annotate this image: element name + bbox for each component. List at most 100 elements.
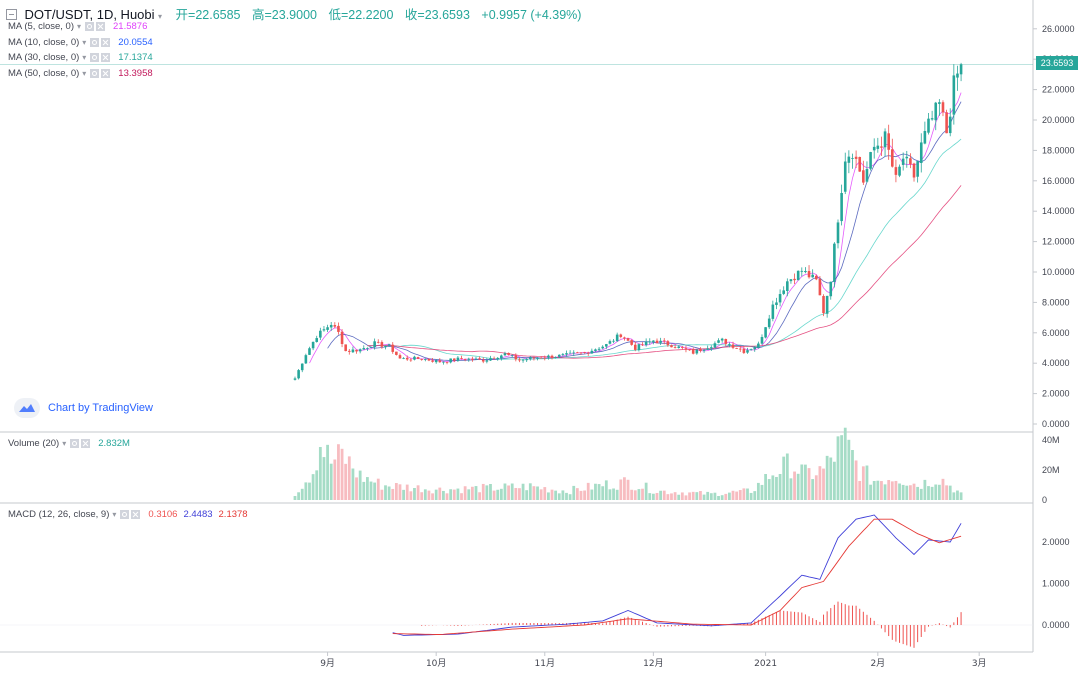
symbol-title[interactable]: DOT/USDT, 1D, Huobi xyxy=(24,7,155,22)
settings-icon[interactable] xyxy=(120,510,130,519)
volume-bar xyxy=(518,488,521,500)
volume-bar xyxy=(427,490,431,500)
volume-bar xyxy=(315,470,319,500)
macd-tick-label: 0.0000 xyxy=(1042,620,1070,630)
volume-bar xyxy=(948,485,952,500)
volume-bar xyxy=(930,486,934,500)
candle-body xyxy=(706,348,709,350)
chevron-down-icon[interactable]: ▾ xyxy=(82,68,87,78)
volume-bar xyxy=(416,485,420,500)
volume-bar xyxy=(858,480,862,500)
volume-bar xyxy=(630,489,634,500)
tradingview-branding[interactable]: Chart by TradingView xyxy=(14,398,153,418)
volume-bar xyxy=(561,490,565,500)
signal-line xyxy=(392,518,962,635)
volume-bar xyxy=(937,484,941,500)
chevron-down-icon[interactable]: ▾ xyxy=(112,510,117,519)
candle-body xyxy=(300,363,304,371)
candle-body xyxy=(778,294,782,303)
candle-body xyxy=(836,222,840,244)
candle-body xyxy=(771,304,775,319)
macd-legend: MACD (12, 26, close, 9) ▾ 0.3106 2.4483 … xyxy=(8,509,248,520)
chart-header: DOT/USDT, 1D, Huobi ▾ 开=22.6585 高=23.900… xyxy=(6,4,589,23)
close-icon[interactable] xyxy=(81,439,91,448)
volume-bar xyxy=(731,490,735,500)
candle-body xyxy=(449,358,452,363)
volume-bar xyxy=(539,489,543,500)
ma-label: MA (10, close, 0) xyxy=(8,36,80,48)
volume-bar xyxy=(322,457,326,500)
candle-body xyxy=(775,302,778,306)
volume-bar xyxy=(329,463,333,500)
close-icon[interactable] xyxy=(101,68,111,78)
candle-body xyxy=(851,158,854,159)
candle-body xyxy=(662,340,666,342)
settings-icon[interactable] xyxy=(90,53,100,62)
macd-tick-label: 2.0000 xyxy=(1042,537,1070,547)
volume-bar xyxy=(720,495,724,500)
price-tick-label: 0.0000 xyxy=(1042,419,1070,429)
candle-body xyxy=(373,341,376,348)
settings-icon[interactable] xyxy=(85,22,95,31)
volume-bar xyxy=(373,482,377,500)
volume-bar xyxy=(499,488,503,500)
candle-body xyxy=(938,102,941,104)
volume-bar xyxy=(695,492,699,500)
candle-body xyxy=(934,102,938,121)
volume-bar xyxy=(756,482,760,500)
volume-bar xyxy=(677,494,681,500)
macd-signal-value: 2.1378 xyxy=(218,509,248,520)
volume-bar xyxy=(789,478,793,500)
volume-bar xyxy=(550,489,554,500)
close-icon[interactable] xyxy=(96,22,106,31)
volume-bar xyxy=(387,486,391,500)
candle-body xyxy=(507,352,510,355)
volume-bar xyxy=(760,484,764,500)
candle-body xyxy=(626,338,630,341)
candle-body xyxy=(489,358,492,361)
close-icon[interactable] xyxy=(101,53,111,62)
volume-bar xyxy=(344,463,348,500)
time-tick-label: 9月 xyxy=(320,658,335,669)
volume-bar xyxy=(655,492,659,500)
close-icon[interactable] xyxy=(101,37,111,47)
volume-bar xyxy=(952,492,956,500)
chevron-down-icon[interactable]: ▾ xyxy=(158,12,163,21)
candle-body xyxy=(843,161,847,192)
volume-bar xyxy=(890,481,894,500)
chevron-down-icon[interactable]: ▾ xyxy=(77,22,82,31)
candle-body xyxy=(333,325,337,327)
volume-bar xyxy=(832,461,836,500)
volume-bar xyxy=(880,481,883,500)
candle-body xyxy=(529,357,532,360)
candle-body xyxy=(789,279,793,282)
candle-body xyxy=(550,355,554,358)
close-icon[interactable] xyxy=(131,510,141,519)
settings-icon[interactable] xyxy=(90,37,100,47)
settings-icon[interactable] xyxy=(90,68,100,78)
volume-bar xyxy=(543,487,547,500)
candle-body xyxy=(630,340,633,345)
chevron-down-icon[interactable]: ▾ xyxy=(62,439,67,448)
volume-tick-label: 0 xyxy=(1042,495,1047,505)
settings-icon[interactable] xyxy=(70,439,80,448)
price-tick-label: 12.0000 xyxy=(1042,237,1075,247)
price-tick-label: 2.0000 xyxy=(1042,389,1070,399)
volume-bar xyxy=(489,484,492,500)
volume-bar xyxy=(778,474,782,500)
candle-body xyxy=(315,338,319,342)
low-value: 低=22.2200 xyxy=(328,8,394,22)
ma-legend-row: MA (5, close, 0) ▾ 21.5876 xyxy=(8,21,147,32)
chevron-down-icon[interactable]: ▾ xyxy=(82,53,87,62)
volume-bar xyxy=(872,480,876,500)
ma-value: 17.1374 xyxy=(118,52,153,63)
volume-bar xyxy=(340,448,344,500)
candle-body xyxy=(818,279,822,296)
candle-body xyxy=(492,358,496,360)
volume-bar xyxy=(297,492,301,500)
candle-body xyxy=(424,359,427,360)
chevron-down-icon[interactable]: ▾ xyxy=(82,37,87,47)
volume-bar xyxy=(442,490,445,500)
collapse-icon[interactable] xyxy=(6,9,17,20)
